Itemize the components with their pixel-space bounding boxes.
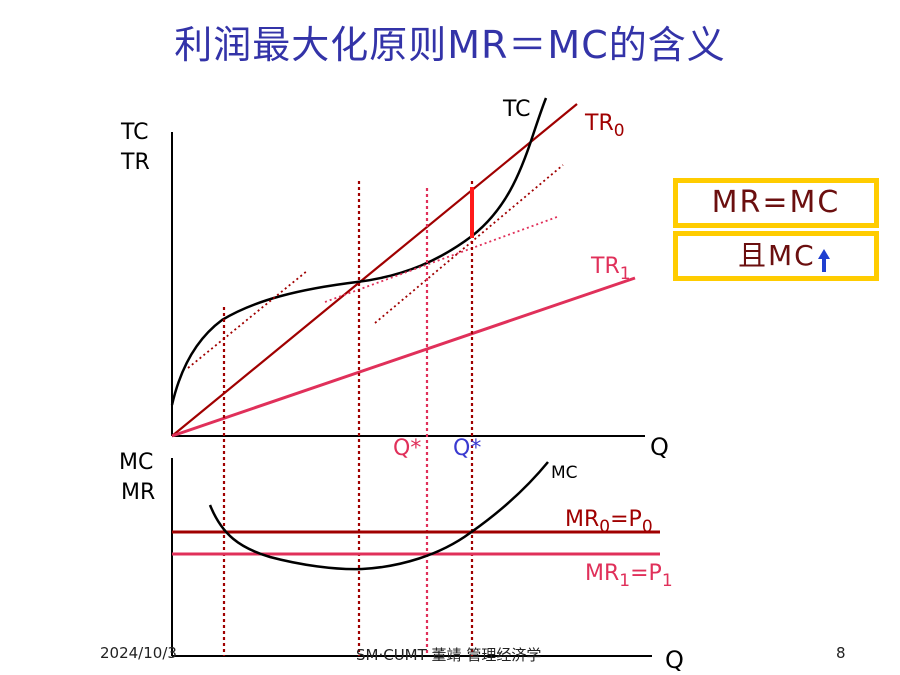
mc-curve: [208, 461, 549, 571]
tangent-line-1: [187, 270, 308, 369]
tangent-line-3: [374, 164, 564, 324]
mr1-label-sub1: 1: [619, 571, 630, 591]
callout-mr-equals-mc: MR=MC: [673, 178, 879, 228]
q-star-label-2: Q*: [453, 436, 481, 461]
lower-y-label-mc: MC: [119, 450, 153, 475]
tc-curve: [170, 97, 548, 406]
footer-date: 2024/10/3: [100, 644, 177, 662]
slide-title: 利润最大化原则MR＝MC的含义: [174, 23, 726, 67]
upper-y-label-tc: TC: [120, 120, 149, 145]
mr1-label-sub2: 1: [662, 571, 673, 591]
tr1-label: TR1: [590, 254, 631, 284]
q-star-label-1: Q*: [393, 436, 421, 461]
mr0-label-sub2: 0: [642, 517, 653, 537]
callout-line-1: MR=MC: [711, 185, 841, 220]
up-arrow-icon: [817, 249, 830, 272]
upper-x-label-q: Q: [650, 433, 669, 461]
lower-x-label-q: Q: [665, 646, 684, 674]
mr0-label: MR0=P0: [565, 507, 653, 537]
tr0-label-main: TR: [584, 111, 614, 136]
tr0-label-sub: 0: [614, 121, 625, 141]
tr1-line: [171, 276, 636, 438]
tc-curve-label: TC: [502, 97, 531, 122]
tr1-label-sub: 1: [620, 264, 631, 284]
tr0-line: [171, 103, 578, 437]
tangent-line-2: [324, 216, 558, 303]
tr1-label-main: TR: [590, 254, 620, 279]
mc-curve-label: MC: [551, 463, 578, 483]
footer-page-number: 8: [836, 644, 846, 662]
mr1-label: MR1=P1: [585, 561, 673, 591]
mr0-label-sub1: 0: [599, 517, 610, 537]
callout-mc-rising: 且MC: [673, 231, 879, 281]
footer-center: SM·CUMT 董靖 管理经济学: [356, 646, 542, 664]
mr0-label-a: MR: [565, 507, 599, 532]
mr1-label-a: MR: [585, 561, 619, 586]
mr0-label-b: =P: [610, 507, 642, 532]
lower-y-label-mr: MR: [121, 480, 155, 505]
tr0-label: TR0: [584, 111, 625, 141]
callout-line-2: 且MC: [738, 239, 816, 272]
upper-y-label-tr: TR: [120, 150, 150, 175]
mr1-label-b: =P: [630, 561, 662, 586]
